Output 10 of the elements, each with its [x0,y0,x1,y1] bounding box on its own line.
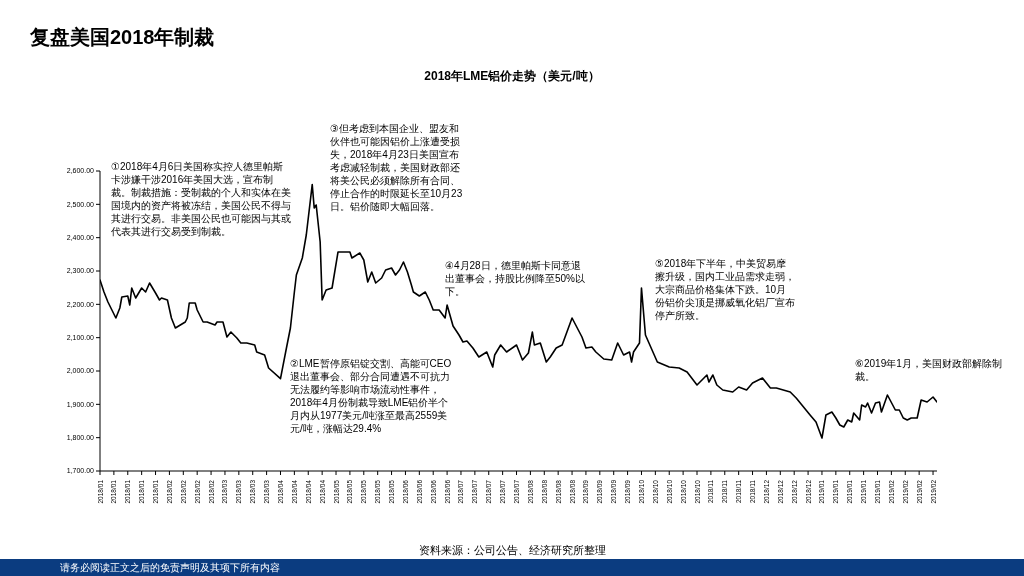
annotation: ②LME暂停原铝锭交割、高能可CEO退出董事会、部分合同遭遇不可抗力无法履约等影响市场流动性事件，2018年4月份制裁导致LME铝价半个月内从1977美元/吨涨至最高2559美元/吨，涨幅达29.4% [290,357,453,435]
chart-title: 复盘美国2018年制裁 [30,25,215,50]
chart-subtitle: 2018年LME铝价走势（美元/吨） [423,68,601,85]
annotation: ①2018年4月6日美国称实控人德里帕斯卡涉嫌干涉2016年美国大选，宣布制裁。制裁措施：受制裁的个人和实体在美国境内的资产将被冻结，美国公民不得与其进行交易。非美国公民也可能因与其或代表其进行交易受到制裁。 [111,160,292,238]
annotation: ③但考虑到本国企业、盟友和伙伴也可能因铝价上涨遭受损失，2018年4月23日美国宣布考虑减轻制裁，美国财政部还将美公民必须解除所有合同、停止合作的时限延长至10月23日。铝价随即大幅回落。 [330,122,464,213]
annotation: ⑤2018年下半年，中美贸易摩擦升级，国内工业品需求走弱，大宗商品价格集体下跌。10月份铝价尖顶是挪威氧化铝厂宣布停产所致。 [655,257,795,322]
text: 资料来源：公司公告、经济研究所整理 [417,543,607,558]
annotation: ⑥2019年1月，美国财政部解除制裁。 [855,357,1003,383]
annotation: ④4月28日，德里帕斯卡同意退出董事会，持股比例降至50%以下。 [445,259,586,298]
text: 请务必阅读正文之后的免责声明及其项下所有内容 [60,561,280,575]
